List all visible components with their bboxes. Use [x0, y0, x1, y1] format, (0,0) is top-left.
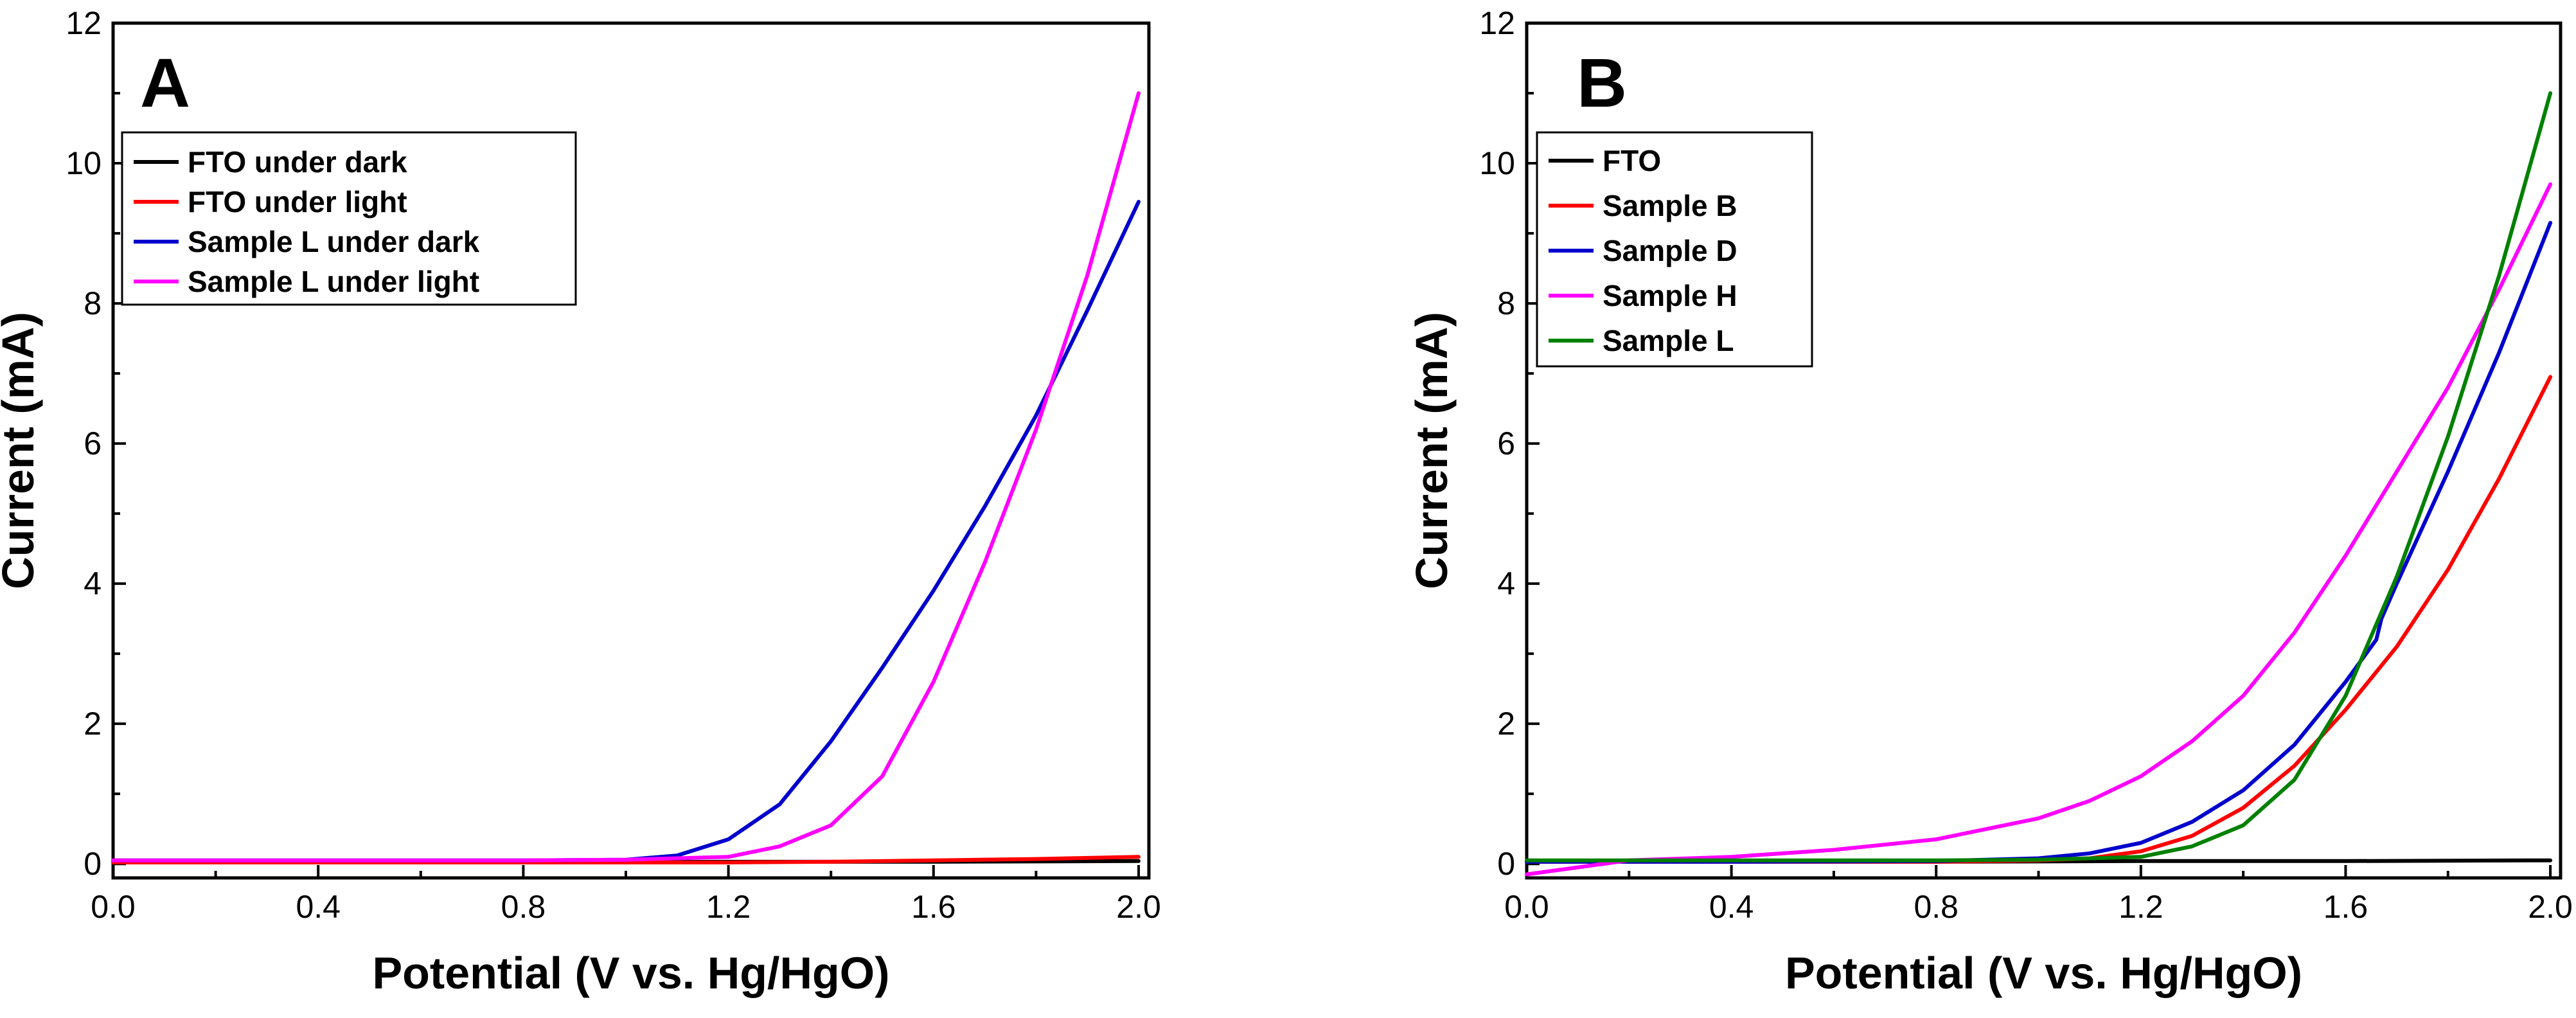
- x-tick-label: 0.4: [296, 889, 341, 925]
- x-tick-label: 0.0: [91, 889, 136, 925]
- legend-label: Sample L under dark: [188, 225, 480, 258]
- legend-box: [121, 131, 577, 306]
- y-tick-label: 8: [1497, 285, 1515, 321]
- x-tick-label: 1.2: [2119, 889, 2163, 925]
- y-tick-label: 6: [1497, 425, 1515, 461]
- legend-label: Sample D: [1603, 234, 1737, 267]
- series-line: [111, 855, 1141, 864]
- series-line: [1525, 182, 2553, 877]
- y-tick-label: 0: [1497, 846, 1515, 882]
- plot-frame: [111, 21, 1151, 880]
- legend-label: Sample H: [1603, 279, 1737, 312]
- panel-b: 0.0 0.4 0.8 1.2 1.6 2.0 0 2 4 6 8 10 12 Potential (V …: [1407, 5, 2573, 998]
- series-line: [1525, 91, 2553, 862]
- y-tick-label: 12: [1479, 5, 1515, 41]
- y-axis-title: Current (mA): [1407, 312, 1457, 589]
- x-tick-label: 0.8: [501, 889, 546, 925]
- legend-label: Sample L: [1603, 324, 1734, 357]
- panel-letter: B: [1577, 44, 1627, 121]
- legend-label: FTO: [1603, 144, 1661, 177]
- legend-label: FTO under dark: [188, 145, 407, 179]
- x-tick-label: 1.2: [706, 889, 751, 925]
- y-tick-label: 12: [66, 5, 102, 41]
- panel-letter: A: [140, 44, 190, 121]
- legend-box: [1536, 131, 1813, 368]
- x-tick-label: 0.8: [1914, 889, 1959, 925]
- x-tick-label: 2.0: [2528, 889, 2573, 925]
- x-axis-title: Potential (V vs. Hg/HgO): [1785, 948, 2302, 998]
- y-tick-label: 4: [84, 566, 102, 602]
- y-tick-label: 6: [84, 425, 102, 461]
- panel-a: 0.0 0.4 0.8 1.2 1.6 2.0 0 2 4 6 8 10 12 Potential (V …: [0, 5, 1161, 998]
- x-tick-label: 1.6: [2323, 889, 2368, 925]
- x-tick-label: 1.6: [911, 889, 956, 925]
- y-tick-label: 2: [84, 706, 102, 742]
- y-axis-title: Current (mA): [0, 312, 43, 589]
- series-line: [1525, 375, 2553, 864]
- y-tick-label: 2: [1497, 706, 1515, 742]
- x-tick-label: 0.0: [1504, 889, 1549, 925]
- y-tick-label: 10: [66, 145, 102, 181]
- legend-label: Sample L under light: [188, 265, 479, 298]
- x-tick-label: 0.4: [1709, 889, 1754, 925]
- legend-label: FTO under light: [188, 185, 407, 219]
- series-line: [111, 91, 1141, 862]
- legend-label: Sample B: [1603, 189, 1737, 222]
- x-axis-title: Potential (V vs. Hg/HgO): [372, 948, 889, 998]
- y-tick-label: 10: [1479, 145, 1515, 181]
- y-tick-label: 8: [84, 285, 102, 321]
- y-tick-label: 4: [1497, 566, 1515, 602]
- x-tick-label: 2.0: [1116, 889, 1161, 925]
- plot-frame: [1525, 21, 2563, 880]
- y-tick-label: 0: [84, 846, 102, 882]
